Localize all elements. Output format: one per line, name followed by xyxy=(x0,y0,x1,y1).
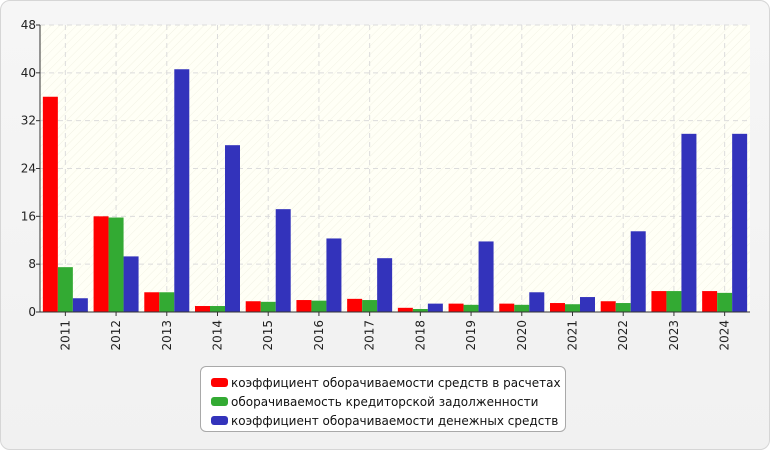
y-tick-label-5: 40 xyxy=(21,66,36,80)
legend-label-3: коэффициент оборачиваемости денежных сре… xyxy=(231,413,559,428)
bar-2020-s1 xyxy=(499,303,515,312)
y-tick-label-0: 0 xyxy=(28,305,36,319)
bar-2012-s2 xyxy=(108,217,124,312)
bar-2015-s3 xyxy=(275,209,291,312)
bar-2018-s1 xyxy=(397,307,413,312)
y-tick-label-4: 32 xyxy=(21,114,36,128)
bar-2021-s3 xyxy=(580,297,595,312)
legend-item-1: коэффициент оборачиваемости средств в ра… xyxy=(211,373,565,392)
bar-2012-s1 xyxy=(93,216,109,312)
bar-2022-s3 xyxy=(630,231,646,312)
x-tick-label-2024: 2024 xyxy=(718,320,732,351)
bar-2011-s1 xyxy=(42,96,58,312)
x-tick-label-2019: 2019 xyxy=(464,320,478,351)
bar-2013-s2 xyxy=(159,292,175,312)
x-tick-label-2021: 2021 xyxy=(566,320,580,351)
y-tick-label-1: 8 xyxy=(28,257,36,271)
bar-2019-s1 xyxy=(448,303,464,312)
bar-2016-s1 xyxy=(296,300,312,312)
bar-2011-s2 xyxy=(57,267,73,312)
bar-2014-s3 xyxy=(225,145,240,312)
bar-2012-s3 xyxy=(123,256,139,312)
bar-2011-s3 xyxy=(72,298,88,312)
bar-2021-s2 xyxy=(565,304,580,312)
bar-2018-s2 xyxy=(412,309,428,312)
x-tick-label-2014: 2014 xyxy=(211,320,225,351)
x-tick-label-2018: 2018 xyxy=(413,320,427,351)
legend-swatch-1 xyxy=(211,378,228,387)
bar-2020-s3 xyxy=(529,292,545,312)
y-tick-label-2: 16 xyxy=(21,209,36,223)
legend-item-2: оборачиваемость кредиторской задолженнос… xyxy=(211,392,565,411)
bar-2013-s1 xyxy=(144,292,160,312)
bar-2015-s2 xyxy=(260,301,276,312)
y-tick-label-6: 48 xyxy=(21,18,36,32)
x-tick-label-2016: 2016 xyxy=(312,320,326,351)
bar-2013-s3 xyxy=(174,69,190,312)
bar-2014-s2 xyxy=(210,306,225,312)
bar-2023-s3 xyxy=(681,133,697,312)
bar-2023-s2 xyxy=(666,291,682,312)
bar-2024-s3 xyxy=(732,133,748,312)
bar-2024-s1 xyxy=(702,291,718,312)
bar-2024-s2 xyxy=(717,292,733,312)
x-tick-label-2015: 2015 xyxy=(261,320,275,351)
bar-2021-s1 xyxy=(550,303,565,312)
x-tick-label-2017: 2017 xyxy=(363,320,377,351)
legend-swatch-2 xyxy=(211,397,228,406)
bar-2022-s2 xyxy=(615,303,631,312)
bar-2020-s2 xyxy=(514,304,530,312)
legend-swatch-3 xyxy=(211,416,228,425)
x-tick-label-2012: 2012 xyxy=(109,320,123,351)
legend: коэффициент оборачиваемости средств в ра… xyxy=(200,366,566,432)
bar-2016-s2 xyxy=(311,300,327,312)
bar-2022-s1 xyxy=(600,301,616,312)
x-tick-label-2023: 2023 xyxy=(667,320,681,351)
legend-item-3: коэффициент оборачиваемости денежных сре… xyxy=(211,411,565,430)
bar-2017-s3 xyxy=(377,258,393,312)
x-tick-label-2013: 2013 xyxy=(160,320,174,351)
legend-label-2: оборачиваемость кредиторской задолженнос… xyxy=(231,394,539,409)
y-tick-label-3: 24 xyxy=(21,162,36,176)
bar-2017-s1 xyxy=(347,298,363,312)
bar-2017-s2 xyxy=(362,300,378,312)
x-tick-label-2020: 2020 xyxy=(515,320,529,351)
bar-2015-s1 xyxy=(245,301,261,312)
bar-2016-s3 xyxy=(326,238,342,312)
x-tick-label-2022: 2022 xyxy=(616,320,630,351)
bar-2014-s1 xyxy=(195,306,210,312)
x-tick-label-2011: 2011 xyxy=(58,320,72,351)
bar-2018-s3 xyxy=(427,303,443,312)
bar-2023-s1 xyxy=(651,291,667,312)
bar-2019-s3 xyxy=(478,241,494,312)
bar-2019-s2 xyxy=(463,304,479,312)
legend-label-1: коэффициент оборачиваемости средств в ра… xyxy=(231,375,561,390)
